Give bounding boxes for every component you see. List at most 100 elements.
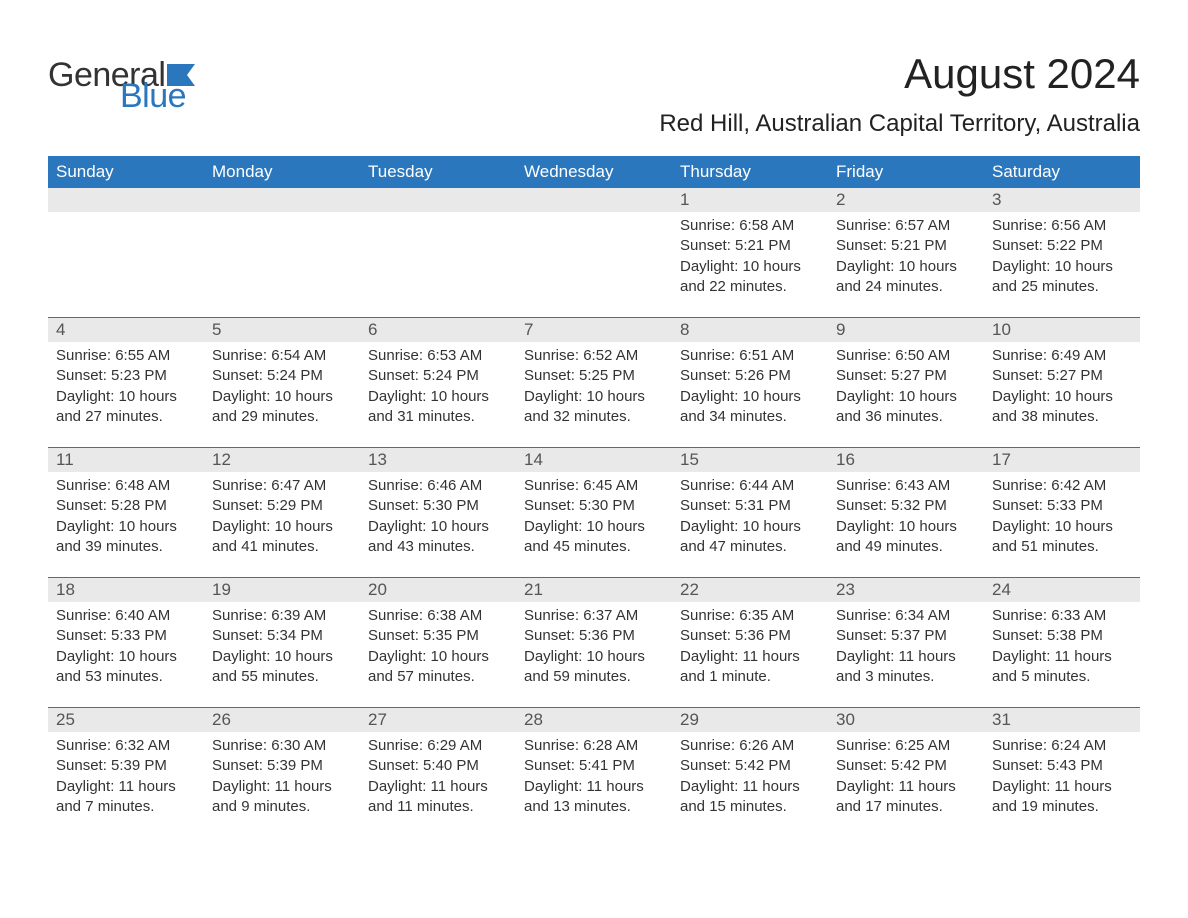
sunrise-text: Sunrise: 6:25 AM xyxy=(836,736,976,756)
calendar-day-cell: 16Sunrise: 6:43 AMSunset: 5:32 PMDayligh… xyxy=(828,448,984,578)
calendar-day-cell: 10Sunrise: 6:49 AMSunset: 5:27 PMDayligh… xyxy=(984,318,1140,448)
sunset-text: Sunset: 5:33 PM xyxy=(992,496,1132,516)
sunrise-text: Sunrise: 6:35 AM xyxy=(680,606,820,626)
calendar-day-cell: 13Sunrise: 6:46 AMSunset: 5:30 PMDayligh… xyxy=(360,448,516,578)
day-number: 10 xyxy=(984,318,1140,342)
day-number: 5 xyxy=(204,318,360,342)
day-content: Sunrise: 6:30 AMSunset: 5:39 PMDaylight:… xyxy=(204,732,360,837)
calendar-day-cell: 19Sunrise: 6:39 AMSunset: 5:34 PMDayligh… xyxy=(204,578,360,708)
day-content xyxy=(516,212,672,317)
sunrise-text: Sunrise: 6:28 AM xyxy=(524,736,664,756)
day-content: Sunrise: 6:32 AMSunset: 5:39 PMDaylight:… xyxy=(48,732,204,837)
day-number xyxy=(204,188,360,212)
calendar-day-cell: 21Sunrise: 6:37 AMSunset: 5:36 PMDayligh… xyxy=(516,578,672,708)
sunset-text: Sunset: 5:42 PM xyxy=(836,756,976,776)
calendar-day-cell: 27Sunrise: 6:29 AMSunset: 5:40 PMDayligh… xyxy=(360,708,516,838)
sunrise-text: Sunrise: 6:56 AM xyxy=(992,216,1132,236)
daylight-text: Daylight: 11 hours and 11 minutes. xyxy=(368,777,508,818)
day-content: Sunrise: 6:51 AMSunset: 5:26 PMDaylight:… xyxy=(672,342,828,447)
sunrise-text: Sunrise: 6:26 AM xyxy=(680,736,820,756)
day-number: 28 xyxy=(516,708,672,732)
sunset-text: Sunset: 5:39 PM xyxy=(56,756,196,776)
sunset-text: Sunset: 5:24 PM xyxy=(212,366,352,386)
day-content: Sunrise: 6:45 AMSunset: 5:30 PMDaylight:… xyxy=(516,472,672,577)
day-number: 1 xyxy=(672,188,828,212)
sunrise-text: Sunrise: 6:30 AM xyxy=(212,736,352,756)
sunrise-text: Sunrise: 6:52 AM xyxy=(524,346,664,366)
sunrise-text: Sunrise: 6:40 AM xyxy=(56,606,196,626)
day-number: 20 xyxy=(360,578,516,602)
daylight-text: Daylight: 11 hours and 17 minutes. xyxy=(836,777,976,818)
sunset-text: Sunset: 5:34 PM xyxy=(212,626,352,646)
sunset-text: Sunset: 5:35 PM xyxy=(368,626,508,646)
day-number xyxy=(48,188,204,212)
calendar-week-row: 1Sunrise: 6:58 AMSunset: 5:21 PMDaylight… xyxy=(48,188,1140,318)
day-number: 7 xyxy=(516,318,672,342)
daylight-text: Daylight: 10 hours and 31 minutes. xyxy=(368,387,508,428)
day-content: Sunrise: 6:44 AMSunset: 5:31 PMDaylight:… xyxy=(672,472,828,577)
daylight-text: Daylight: 10 hours and 51 minutes. xyxy=(992,517,1132,558)
sunset-text: Sunset: 5:38 PM xyxy=(992,626,1132,646)
day-number: 23 xyxy=(828,578,984,602)
day-content: Sunrise: 6:39 AMSunset: 5:34 PMDaylight:… xyxy=(204,602,360,707)
calendar-table: Sunday Monday Tuesday Wednesday Thursday… xyxy=(48,156,1140,837)
sunrise-text: Sunrise: 6:55 AM xyxy=(56,346,196,366)
daylight-text: Daylight: 10 hours and 36 minutes. xyxy=(836,387,976,428)
sunrise-text: Sunrise: 6:44 AM xyxy=(680,476,820,496)
daylight-text: Daylight: 11 hours and 13 minutes. xyxy=(524,777,664,818)
sunset-text: Sunset: 5:32 PM xyxy=(836,496,976,516)
daylight-text: Daylight: 11 hours and 7 minutes. xyxy=(56,777,196,818)
day-number: 4 xyxy=(48,318,204,342)
calendar-day-cell: 15Sunrise: 6:44 AMSunset: 5:31 PMDayligh… xyxy=(672,448,828,578)
day-number: 29 xyxy=(672,708,828,732)
day-content xyxy=(48,212,204,317)
daylight-text: Daylight: 10 hours and 55 minutes. xyxy=(212,647,352,688)
daylight-text: Daylight: 10 hours and 25 minutes. xyxy=(992,257,1132,298)
sunrise-text: Sunrise: 6:34 AM xyxy=(836,606,976,626)
sunset-text: Sunset: 5:42 PM xyxy=(680,756,820,776)
sunrise-text: Sunrise: 6:51 AM xyxy=(680,346,820,366)
calendar-day-cell: 11Sunrise: 6:48 AMSunset: 5:28 PMDayligh… xyxy=(48,448,204,578)
daylight-text: Daylight: 11 hours and 15 minutes. xyxy=(680,777,820,818)
calendar-day-cell: 6Sunrise: 6:53 AMSunset: 5:24 PMDaylight… xyxy=(360,318,516,448)
day-content: Sunrise: 6:50 AMSunset: 5:27 PMDaylight:… xyxy=(828,342,984,447)
calendar-day-cell: 18Sunrise: 6:40 AMSunset: 5:33 PMDayligh… xyxy=(48,578,204,708)
day-content: Sunrise: 6:29 AMSunset: 5:40 PMDaylight:… xyxy=(360,732,516,837)
daylight-text: Daylight: 11 hours and 19 minutes. xyxy=(992,777,1132,818)
sunset-text: Sunset: 5:26 PM xyxy=(680,366,820,386)
calendar-day-cell: 12Sunrise: 6:47 AMSunset: 5:29 PMDayligh… xyxy=(204,448,360,578)
sunrise-text: Sunrise: 6:58 AM xyxy=(680,216,820,236)
day-content: Sunrise: 6:42 AMSunset: 5:33 PMDaylight:… xyxy=(984,472,1140,577)
day-number: 15 xyxy=(672,448,828,472)
sunrise-text: Sunrise: 6:45 AM xyxy=(524,476,664,496)
title-block: August 2024 Red Hill, Australian Capital… xyxy=(659,50,1140,138)
day-number: 12 xyxy=(204,448,360,472)
day-content: Sunrise: 6:40 AMSunset: 5:33 PMDaylight:… xyxy=(48,602,204,707)
sunset-text: Sunset: 5:24 PM xyxy=(368,366,508,386)
calendar-day-cell: 23Sunrise: 6:34 AMSunset: 5:37 PMDayligh… xyxy=(828,578,984,708)
col-header-sunday: Sunday xyxy=(48,156,204,188)
day-number: 9 xyxy=(828,318,984,342)
day-number: 25 xyxy=(48,708,204,732)
col-header-monday: Monday xyxy=(204,156,360,188)
day-number: 27 xyxy=(360,708,516,732)
calendar-day-cell: 5Sunrise: 6:54 AMSunset: 5:24 PMDaylight… xyxy=(204,318,360,448)
sunrise-text: Sunrise: 6:48 AM xyxy=(56,476,196,496)
daylight-text: Daylight: 10 hours and 24 minutes. xyxy=(836,257,976,298)
day-number: 3 xyxy=(984,188,1140,212)
calendar-day-cell: 9Sunrise: 6:50 AMSunset: 5:27 PMDaylight… xyxy=(828,318,984,448)
daylight-text: Daylight: 10 hours and 59 minutes. xyxy=(524,647,664,688)
sunrise-text: Sunrise: 6:43 AM xyxy=(836,476,976,496)
day-content: Sunrise: 6:56 AMSunset: 5:22 PMDaylight:… xyxy=(984,212,1140,317)
day-content: Sunrise: 6:52 AMSunset: 5:25 PMDaylight:… xyxy=(516,342,672,447)
page-header: General Blue August 2024 Red Hill, Austr… xyxy=(48,50,1140,138)
sunset-text: Sunset: 5:30 PM xyxy=(368,496,508,516)
sunset-text: Sunset: 5:22 PM xyxy=(992,236,1132,256)
day-content: Sunrise: 6:46 AMSunset: 5:30 PMDaylight:… xyxy=(360,472,516,577)
calendar-week-row: 4Sunrise: 6:55 AMSunset: 5:23 PMDaylight… xyxy=(48,318,1140,448)
day-number xyxy=(516,188,672,212)
day-number: 30 xyxy=(828,708,984,732)
calendar-day-cell: 3Sunrise: 6:56 AMSunset: 5:22 PMDaylight… xyxy=(984,188,1140,318)
daylight-text: Daylight: 11 hours and 3 minutes. xyxy=(836,647,976,688)
sunset-text: Sunset: 5:40 PM xyxy=(368,756,508,776)
